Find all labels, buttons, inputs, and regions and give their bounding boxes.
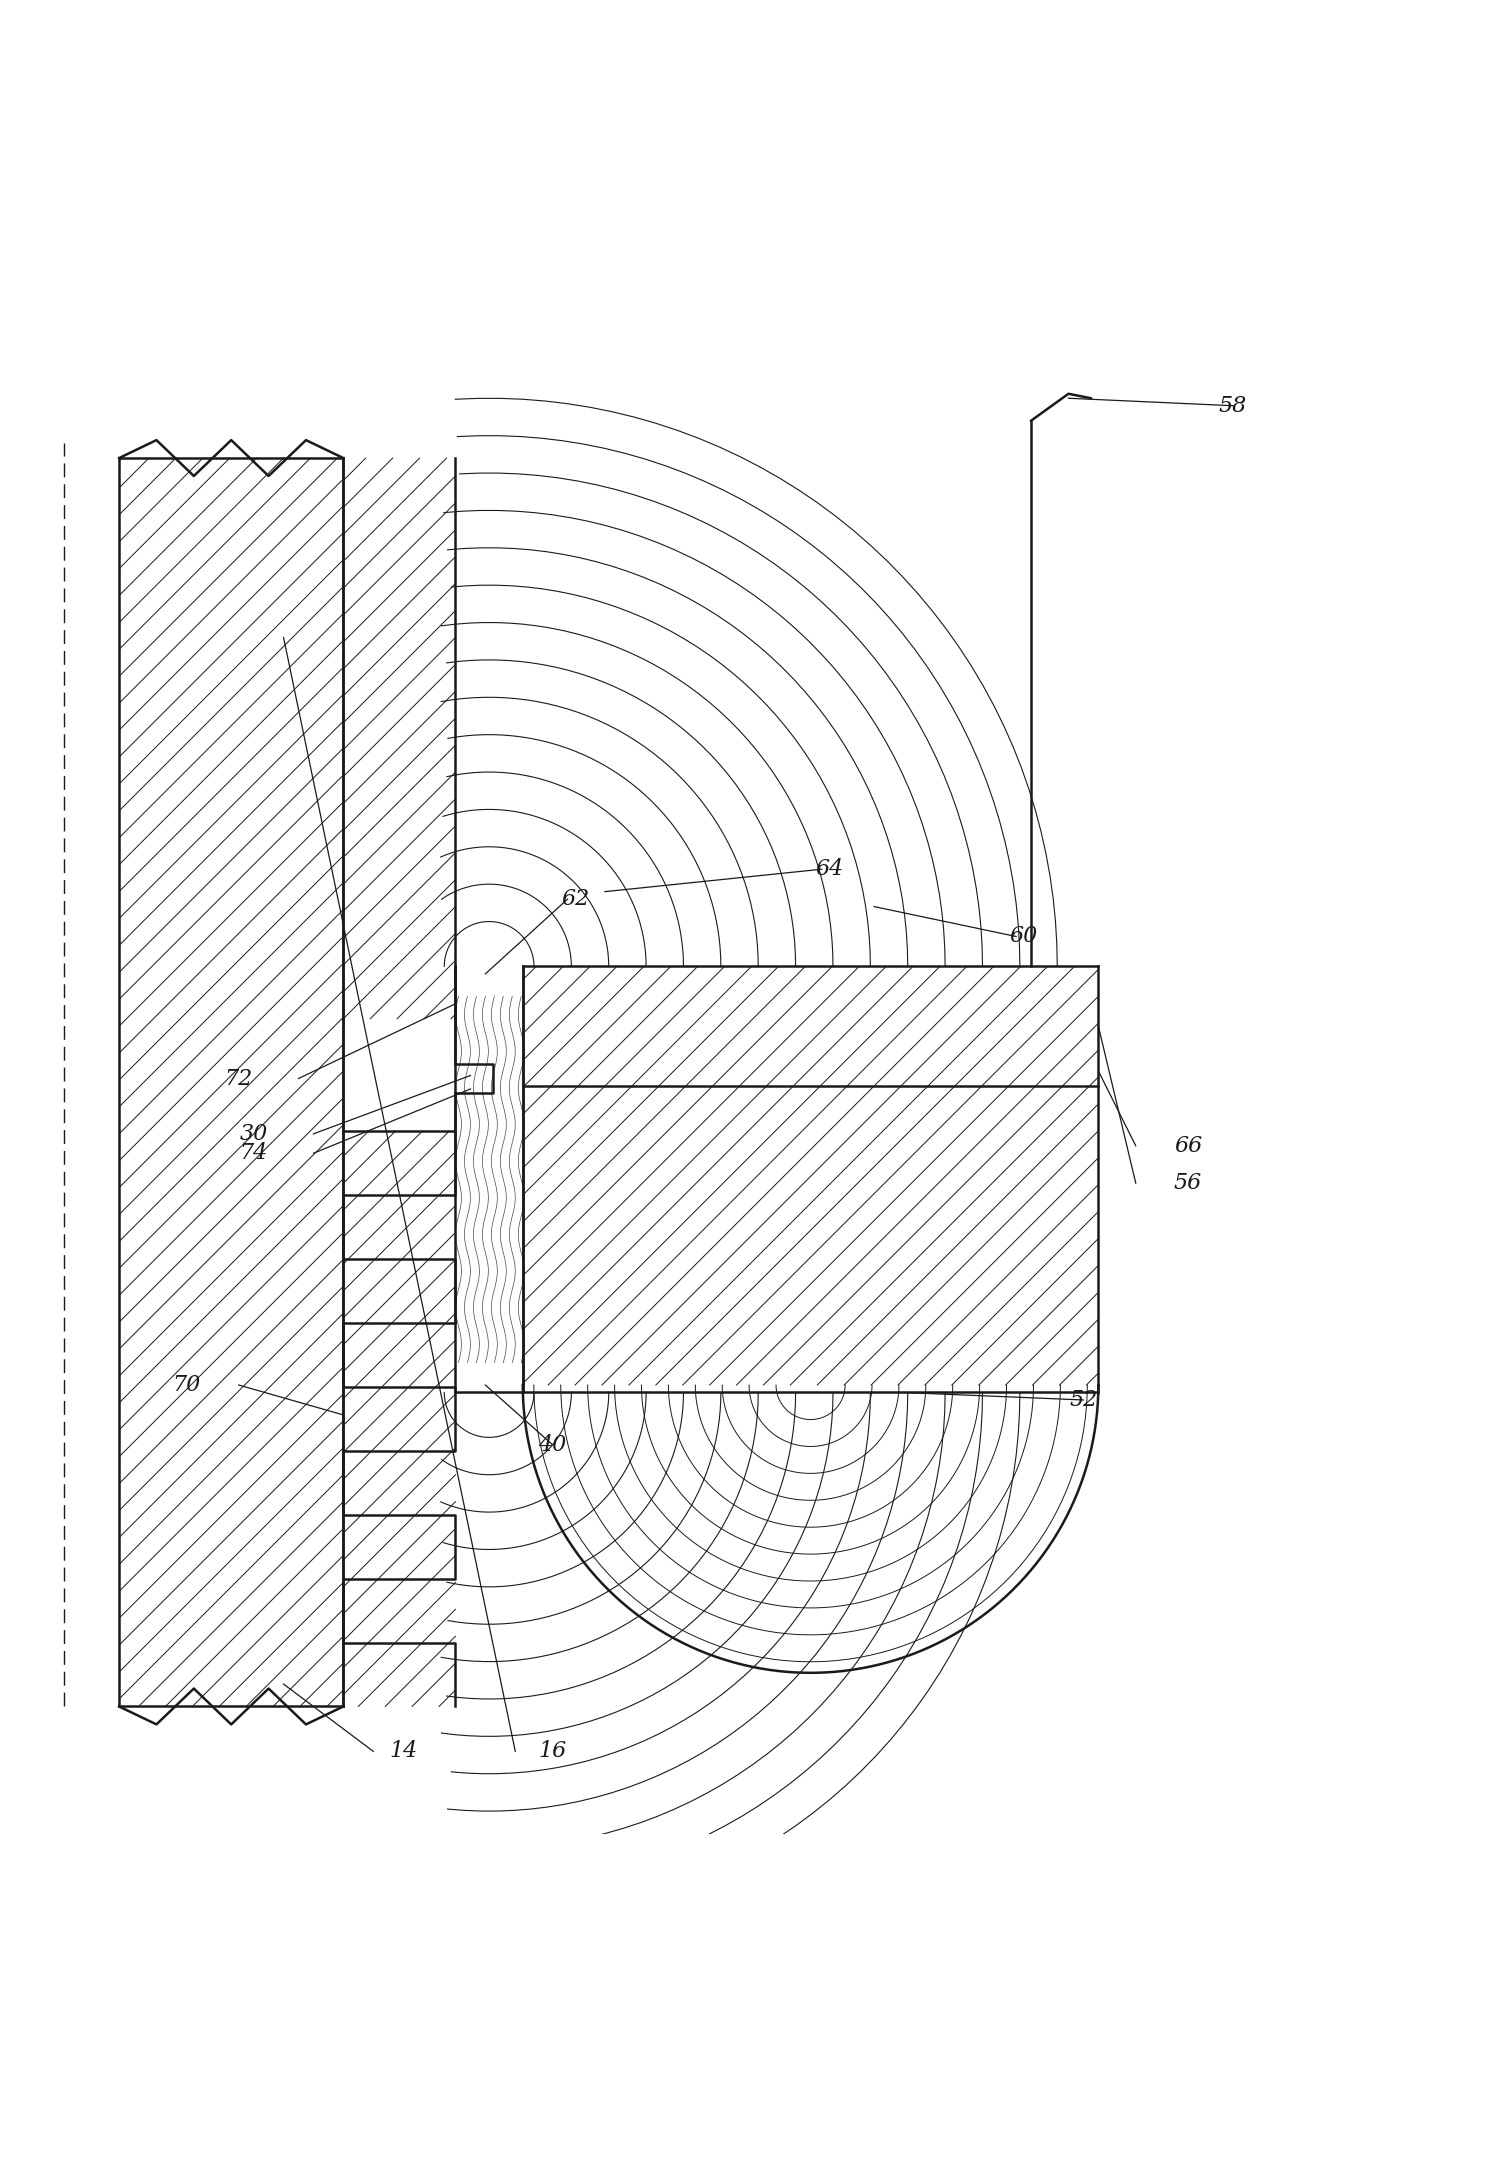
Text: 60: 60 [1010, 925, 1038, 947]
Text: 72: 72 [225, 1066, 254, 1090]
Text: 52: 52 [1070, 1388, 1097, 1412]
Text: 40: 40 [539, 1434, 567, 1455]
Text: 62: 62 [561, 888, 589, 910]
Text: 56: 56 [1174, 1173, 1203, 1195]
Text: 66: 66 [1174, 1134, 1203, 1158]
Text: 30: 30 [240, 1123, 267, 1145]
Text: 58: 58 [1219, 395, 1246, 417]
Text: 70: 70 [172, 1375, 201, 1397]
Text: 16: 16 [539, 1740, 567, 1761]
Text: 74: 74 [240, 1142, 267, 1164]
Text: 14: 14 [389, 1740, 418, 1761]
Text: 64: 64 [815, 858, 844, 880]
